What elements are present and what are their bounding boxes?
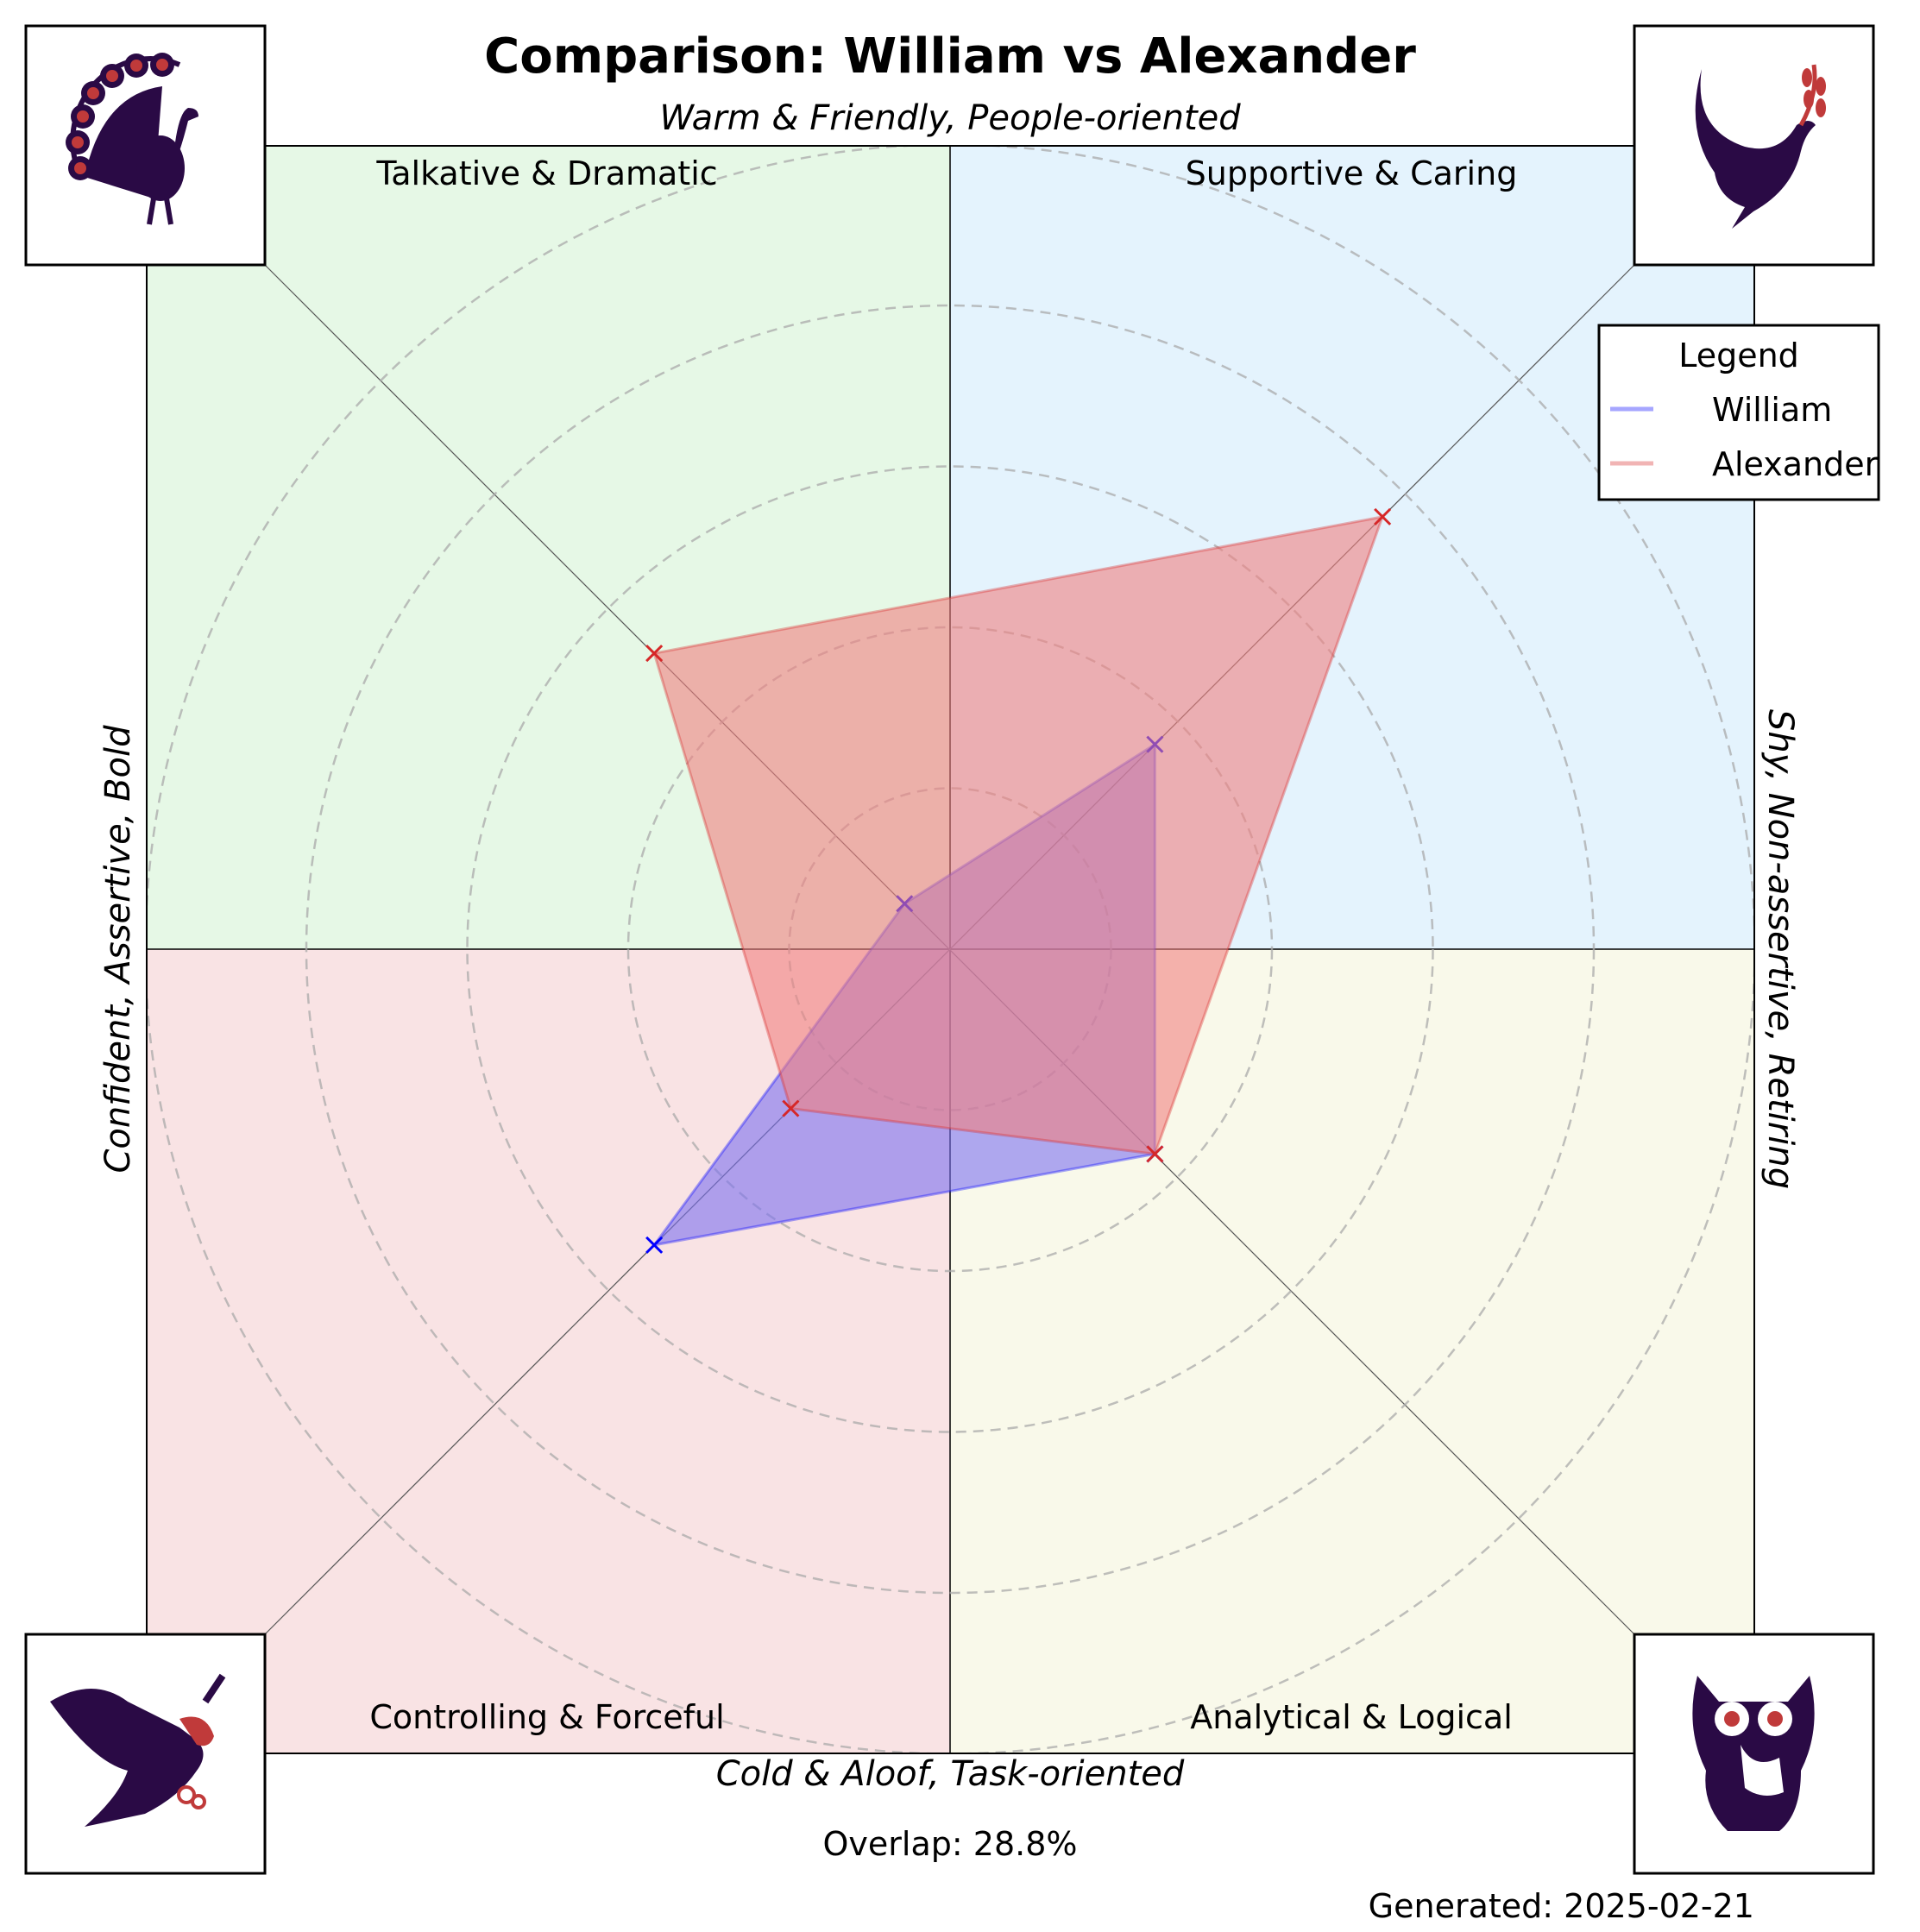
legend-label-alexander: Alexander <box>1712 445 1879 483</box>
quadrant-label-analytical: Analytical & Logical <box>1190 1698 1513 1736</box>
series-layer <box>645 507 1392 1254</box>
generated-text: Generated: 2025-02-21 <box>1369 1887 1754 1925</box>
peacock-icon <box>24 24 267 267</box>
dove-icon <box>1633 24 1875 267</box>
legend-label-william: William <box>1712 391 1832 429</box>
left-axis-label: Confident, Assertive, Bold <box>98 725 138 1174</box>
legend-title: Legend <box>1678 337 1799 374</box>
quadrant-label-supportive: Supportive & Caring <box>1186 154 1518 192</box>
top-axis-label: Warm & Friendly, People-oriented <box>659 98 1241 138</box>
marker-alexander-1 <box>1374 507 1392 525</box>
marker-alexander-2 <box>645 645 664 663</box>
quadrant-label-controlling: Controlling & Forceful <box>369 1698 724 1736</box>
marker-stroke-b <box>1374 507 1392 525</box>
ring-2 <box>626 626 1274 1273</box>
bottom-axis-label: Cold & Aloof, Task-oriented <box>716 1754 1185 1794</box>
marker-stroke-b <box>645 645 664 663</box>
marker-william-3 <box>645 1236 664 1254</box>
marker-stroke-b <box>782 1099 800 1117</box>
right-axis-label: Shy, Non-assertive, Retiring <box>1760 709 1800 1189</box>
marker-stroke-b <box>1146 1145 1164 1163</box>
marker-alexander-3 <box>782 1099 800 1117</box>
marker-stroke-b <box>645 1236 664 1254</box>
quadrant-label-talkative: Talkative & Dramatic <box>375 154 717 192</box>
eagle-icon <box>24 1633 267 1875</box>
ring-4 <box>305 304 1596 1595</box>
overlap-text: Overlap: 28.8% <box>823 1825 1078 1863</box>
ring-3 <box>466 465 1434 1433</box>
chart-title: Comparison: William vs Alexander <box>484 28 1416 85</box>
plot-frame <box>146 145 1755 1754</box>
legend: Legend William Alexander <box>1597 324 1880 501</box>
owl-icon <box>1633 1633 1875 1875</box>
marker-alexander-4 <box>1146 1145 1164 1163</box>
